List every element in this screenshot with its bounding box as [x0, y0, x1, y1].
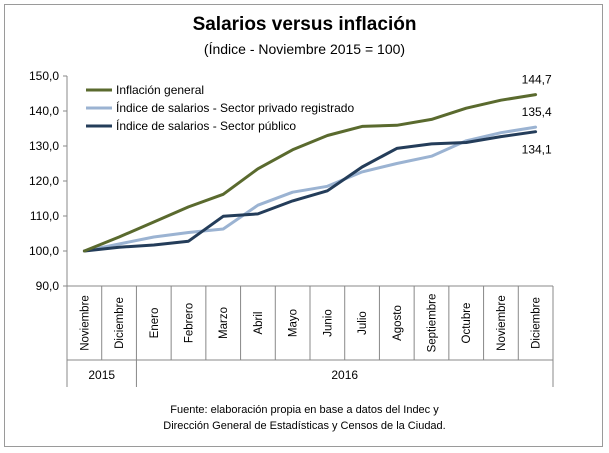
- series-line: [82, 130, 538, 253]
- source-line-2: Dirección General de Estadísticas y Cens…: [163, 420, 446, 432]
- series-line: [82, 125, 538, 253]
- x-year-label: 2016: [331, 368, 358, 382]
- chart-title: Salarios versus inflación: [192, 14, 417, 35]
- y-tick-label: 110,0: [30, 209, 59, 223]
- y-tick-label: 140,0: [29, 104, 59, 118]
- series-line: [82, 93, 538, 253]
- x-tick-label: Octubre: [461, 303, 473, 344]
- x-tick-label: Marzo: [218, 307, 230, 339]
- y-tick-label: 130,0: [29, 139, 59, 153]
- x-year-label: 2015: [88, 368, 115, 382]
- x-tick-label: Abril: [253, 311, 265, 334]
- x-tick-label: Agosto: [392, 305, 404, 341]
- y-tick-label: 150,0: [29, 69, 59, 83]
- chart-frame: [4, 4, 603, 447]
- series-end-label: 144,7: [522, 73, 552, 87]
- x-tick-label: Noviembre: [496, 295, 508, 351]
- chart-subtitle: (Índice - Noviembre 2015 = 100): [203, 41, 406, 57]
- source-line-1: Fuente: elaboración propia en base a dat…: [170, 404, 439, 416]
- x-tick-label: Diciembre: [114, 297, 126, 349]
- series-end-label: 134,1: [522, 143, 552, 157]
- x-tick-label: Mayo: [288, 309, 300, 337]
- y-tick-label: 90,0: [36, 279, 60, 293]
- legend-label: Índice de salarios - Sector público: [116, 118, 296, 133]
- x-tick-label: Septiembre: [427, 294, 439, 353]
- x-tick-label: Diciembre: [531, 297, 543, 349]
- x-tick-label: Noviembre: [79, 295, 91, 351]
- y-tick-label: 120,0: [29, 174, 59, 188]
- x-tick-label: Julio: [357, 311, 369, 335]
- x-tick-label: Febrero: [184, 303, 196, 343]
- y-tick-label: 100,0: [29, 244, 59, 258]
- series-end-label: 135,4: [522, 105, 552, 119]
- x-tick-label: Enero: [149, 308, 161, 339]
- legend-label: Inflación general: [116, 83, 204, 97]
- x-tick-label: Junio: [322, 309, 334, 337]
- legend-label: Índice de salarios - Sector privado regi…: [116, 100, 354, 115]
